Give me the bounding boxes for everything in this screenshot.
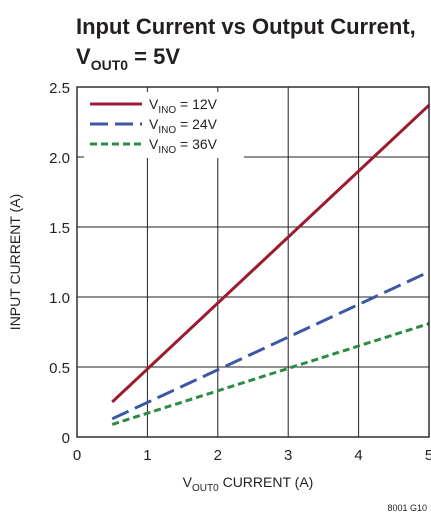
y-tick-label: 2.0 [49, 150, 70, 167]
x-tick-label: 2 [214, 447, 222, 464]
legend-label-1: VINO = 12V [149, 96, 218, 116]
legend-label-rest: = 24V [176, 116, 218, 132]
y-tick-label: 1.5 [49, 220, 70, 237]
legend-label-subscript: INO [158, 105, 176, 116]
legend-label-3: VINO = 36V [149, 136, 218, 156]
y-tick-label: 1.0 [49, 290, 70, 307]
x-tick-label: 3 [284, 447, 292, 464]
legend-label-v: V [149, 96, 159, 112]
legend-label-v: V [149, 116, 159, 132]
chart-title-line-1: Input Current vs Output Current, [76, 14, 416, 39]
y-tick-labels: 0 0.5 1.0 1.5 2.0 2.5 [49, 80, 70, 447]
x-axis-label-v: V [183, 474, 193, 490]
series-line-1 [111, 104, 431, 404]
figure-code: 8001 G10 [387, 503, 427, 513]
series-line-2 [111, 270, 430, 421]
x-tick-label: 1 [143, 447, 151, 464]
legend-label-rest: = 36V [176, 136, 218, 152]
x-axis-label-subscript: OUT0 [192, 483, 219, 494]
y-tick-label: 0 [62, 430, 70, 447]
plot-frame [76, 86, 430, 438]
chart-title-v: V [76, 44, 91, 69]
x-axis-label: VOUT0 CURRENT (A) [183, 474, 314, 494]
x-tick-labels: 0 1 2 3 4 5 [73, 447, 431, 464]
x-tick-label: 5 [425, 447, 431, 464]
x-tick-label: 0 [73, 447, 81, 464]
chart-title-subscript: OUT0 [91, 57, 129, 73]
series-line-3 [111, 322, 430, 426]
x-tick-label: 4 [354, 447, 362, 464]
series-lines [111, 104, 431, 426]
legend-label-rest: = 12V [176, 96, 218, 112]
chart-title-line-2: VOUT0 = 5V [76, 44, 180, 73]
legend-label-v: V [149, 136, 159, 152]
legend-label-2: VINO = 24V [149, 116, 218, 136]
legend-label-subscript: INO [158, 145, 176, 156]
x-axis-label-rest: CURRENT (A) [219, 474, 314, 490]
legend-label-subscript: INO [158, 125, 176, 136]
y-tick-label: 0.5 [49, 360, 70, 377]
y-axis-label: INPUT CURRENT (A) [7, 194, 23, 330]
y-tick-label: 2.5 [49, 80, 70, 97]
chart-title-rest: = 5V [128, 44, 180, 69]
